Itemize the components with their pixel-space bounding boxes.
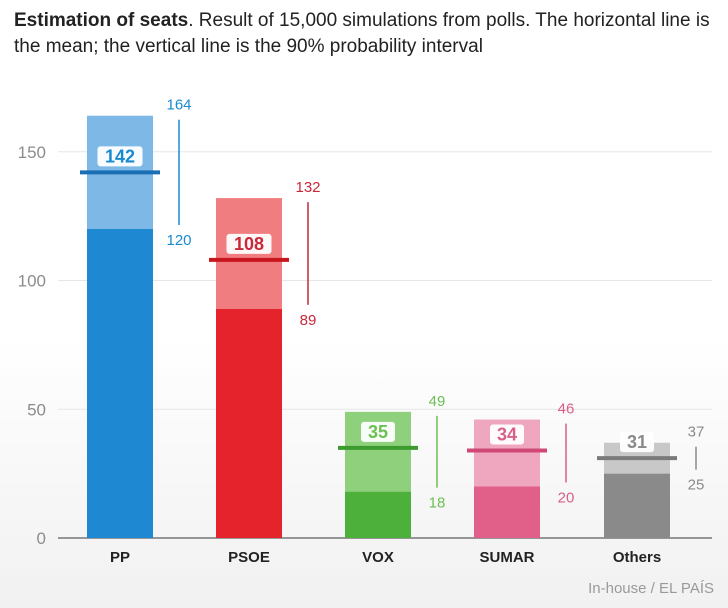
mean-label-pp: 142: [105, 146, 135, 166]
bar-lower-pp: [87, 229, 153, 538]
interval-high-label-vox: 49: [429, 393, 446, 410]
y-tick-label-150: 150: [18, 143, 46, 162]
interval-low-label-psoe: 89: [300, 312, 317, 329]
bar-lower-others: [604, 473, 670, 538]
mean-label-others: 31: [627, 432, 647, 452]
x-tick-label-sumar: SUMAR: [480, 549, 535, 566]
interval-low-label-pp: 120: [166, 232, 191, 249]
interval-high-label-psoe: 132: [295, 179, 320, 196]
interval-low-label-sumar: 20: [558, 490, 575, 507]
bar-lower-vox: [345, 491, 411, 538]
mean-label-bg-sumar: [490, 424, 524, 445]
x-tick-label-others: Others: [613, 549, 661, 566]
mean-label-bg-others: [620, 432, 654, 453]
mean-label-sumar: 34: [497, 424, 517, 444]
interval-high-label-others: 37: [688, 424, 705, 441]
mean-label-bg-vox: [361, 421, 395, 442]
interval-low-label-vox: 18: [429, 495, 446, 512]
chart-title-bold: Estimation of seats: [14, 10, 189, 31]
interval-low-label-others: 25: [688, 477, 705, 494]
y-tick-label-0: 0: [37, 529, 46, 548]
y-tick-label-100: 100: [18, 272, 46, 291]
x-tick-label-vox: VOX: [362, 549, 394, 566]
y-tick-label-50: 50: [27, 400, 46, 419]
chart-title-rest: . Result of 15,000 simulations from poll…: [14, 10, 710, 57]
interval-high-label-sumar: 46: [558, 401, 575, 418]
bar-lower-sumar: [474, 486, 540, 538]
mean-label-psoe: 108: [234, 234, 264, 254]
interval-high-label-pp: 164: [166, 97, 191, 114]
mean-label-bg-psoe: [226, 233, 272, 254]
bar-lower-psoe: [216, 308, 282, 538]
mean-label-vox: 35: [368, 422, 388, 442]
source-credit: In-house / EL PAÍS: [588, 580, 714, 597]
chart-title: Estimation of seats. Result of 15,000 si…: [14, 8, 714, 60]
x-tick-label-pp: PP: [110, 549, 130, 566]
x-tick-label-psoe: PSOE: [228, 549, 270, 566]
mean-label-bg-pp: [97, 146, 143, 167]
